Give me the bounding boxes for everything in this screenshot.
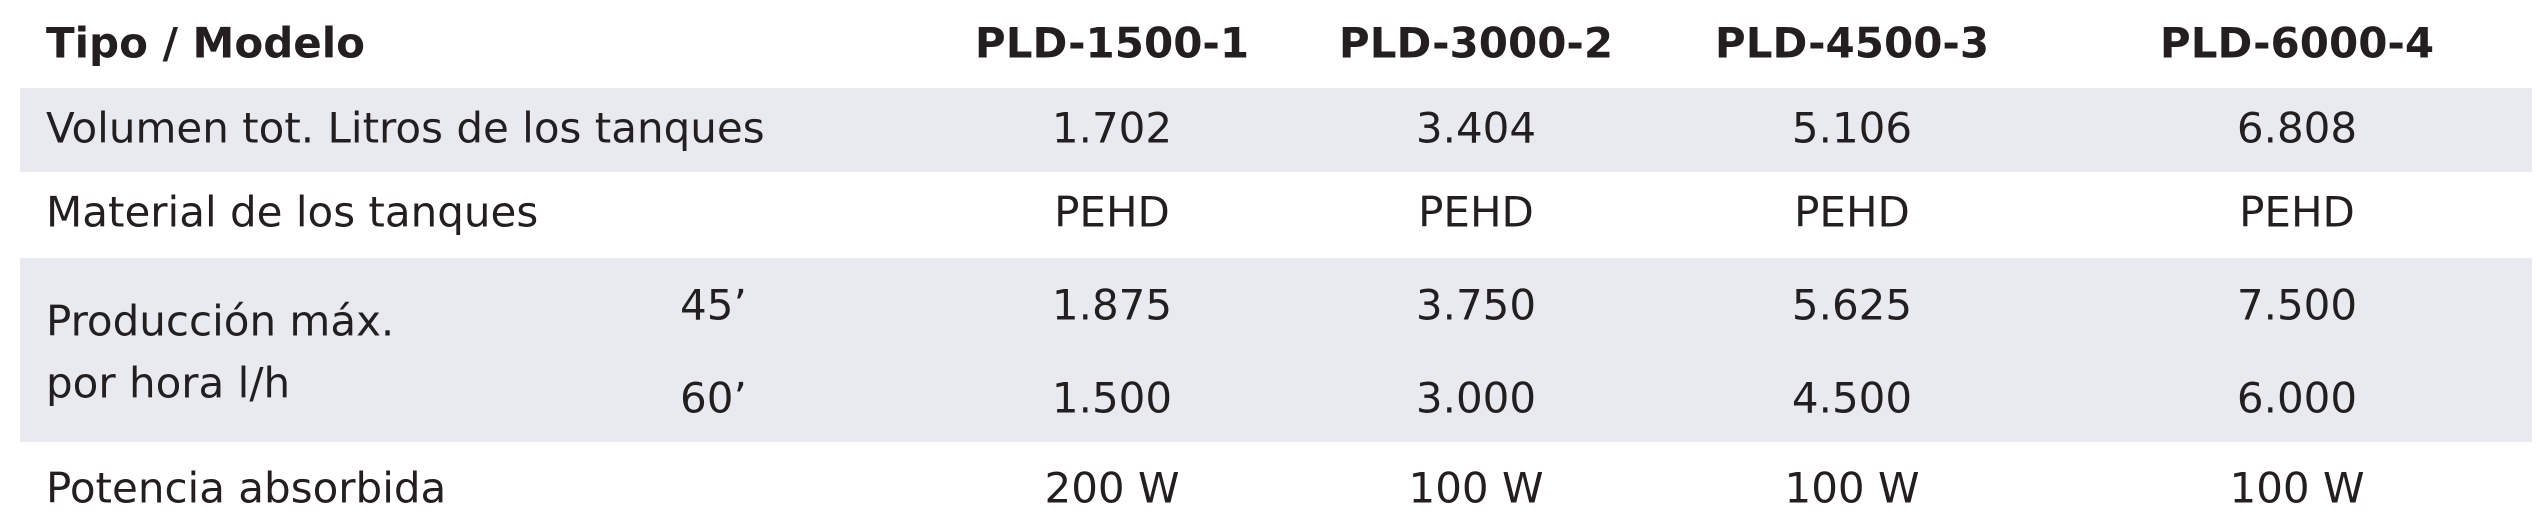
cell-value: 3.000 [1416,374,1536,423]
cell-value: 100 W [2229,464,2364,513]
header-model: PLD-3000-2 [1339,19,1613,68]
header-model: PLD-6000-4 [2160,19,2434,68]
row-label: Material de los tanques [46,188,538,237]
row-band [20,258,2532,442]
row-sublabel: 45’ [680,281,747,330]
cell-value: PEHD [1054,188,1170,237]
cell-value: PEHD [2239,188,2355,237]
cell-value: 7.500 [2237,281,2357,330]
cell-value: 6.808 [2237,104,2357,153]
row-band [20,88,2532,172]
cell-value: PEHD [1794,188,1910,237]
cell-value: 5.625 [1792,281,1912,330]
cell-value: 200 W [1044,464,1179,513]
cell-value: 5.106 [1792,104,1912,153]
row-label: por hora l/h [46,359,290,408]
cell-value: 1.500 [1052,374,1172,423]
cell-value: 100 W [1784,464,1919,513]
header-model: PLD-4500-3 [1715,19,1989,68]
cell-value: 4.500 [1792,374,1912,423]
row-label: Producción máx. [46,297,394,346]
row-sublabel: 60’ [680,374,747,423]
cell-value: 100 W [1408,464,1543,513]
row-label: Potencia absorbida [46,464,446,513]
cell-value: 3.750 [1416,281,1536,330]
cell-value: PEHD [1418,188,1534,237]
row-label: Volumen tot. Litros de los tanques [46,104,765,153]
cell-value: 1.702 [1052,104,1172,153]
cell-value: 6.000 [2237,374,2357,423]
header-model: PLD-1500-1 [975,19,1249,68]
cell-value: 1.875 [1052,281,1172,330]
cell-value: 3.404 [1416,104,1536,153]
header-title: Tipo / Modelo [46,19,365,68]
